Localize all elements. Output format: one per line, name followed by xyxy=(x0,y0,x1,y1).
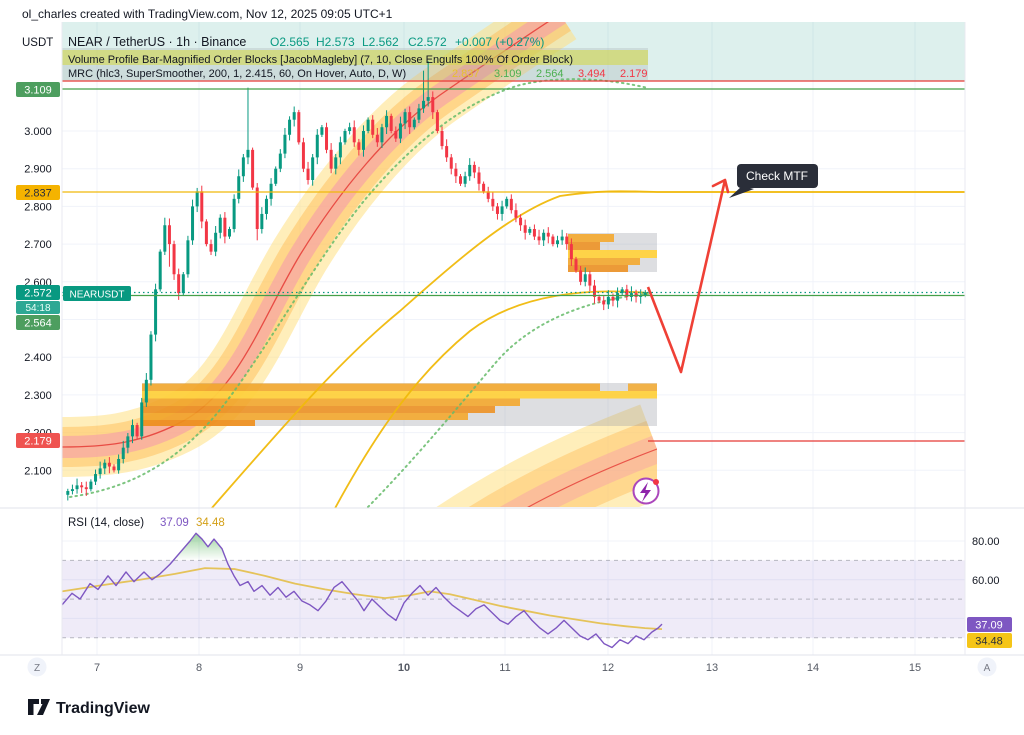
svg-text:3.109: 3.109 xyxy=(24,85,52,97)
arrow-zigzag xyxy=(646,179,727,374)
price-tick-label: 3.000 xyxy=(24,126,52,138)
check-mtf-callout[interactable]: Check MTF xyxy=(729,164,818,198)
mrc-regression-bands xyxy=(62,22,657,507)
rsi-legend-row[interactable]: RSI (14, close) 37.09 34.48 xyxy=(68,517,225,529)
svg-text:2.564: 2.564 xyxy=(24,318,52,330)
svg-text:54:18: 54:18 xyxy=(25,303,50,314)
price-badge-lower-green: 2.564 xyxy=(16,315,60,330)
last-price-badge: 2.572 54:18 xyxy=(16,285,60,314)
time-tick-label[interactable]: 13 xyxy=(706,662,718,674)
svg-text:2.179: 2.179 xyxy=(24,436,52,448)
svg-text:NEARUSDT: NEARUSDT xyxy=(69,290,124,301)
callout-text: Check MTF xyxy=(746,169,808,183)
mrc-legend-values: 2.837 3.109 2.564 3.494 2.179 xyxy=(452,68,648,80)
tradingview-logo-mark-icon xyxy=(28,699,39,715)
rsi-axis-80: 80.00 xyxy=(972,536,1000,548)
ohlc-open: O2.565 xyxy=(270,35,310,49)
svg-text:2.837: 2.837 xyxy=(24,188,52,200)
time-tick-label[interactable]: 7 xyxy=(94,662,100,674)
trend-arrow-drawing[interactable] xyxy=(646,178,730,374)
rsi-badge-purple: 37.09 xyxy=(967,617,1012,632)
ohlc-high: H2.573 xyxy=(316,35,355,49)
svg-text:37.09: 37.09 xyxy=(975,620,1003,632)
time-tick-label[interactable]: 14 xyxy=(807,662,819,674)
time-tick-label[interactable]: 10 xyxy=(398,662,410,674)
flash-icon-notification-dot xyxy=(653,479,659,485)
price-tick-label: 2.700 xyxy=(24,239,52,251)
rsi-ma-value: 34.48 xyxy=(196,517,225,529)
candlesticks[interactable] xyxy=(66,61,647,501)
bar-countdown-badge xyxy=(16,301,60,314)
ohlc-change: +0.007 (+0.27%) xyxy=(455,35,544,49)
rsi-legend-title[interactable]: RSI (14, close) xyxy=(68,517,144,529)
svg-text:34.48: 34.48 xyxy=(975,636,1003,648)
mrc-value: 2.179 xyxy=(620,68,648,80)
rsi-pane[interactable] xyxy=(61,532,965,649)
time-tick-label[interactable]: 9 xyxy=(297,662,303,674)
ohlc-low: L2.562 xyxy=(362,35,399,49)
svg-text:2.572: 2.572 xyxy=(24,288,52,300)
price-tick-label: 2.900 xyxy=(24,164,52,176)
price-badge-upper-green: 3.109 xyxy=(16,82,60,97)
lightning-bolt-icon xyxy=(640,482,651,502)
price-badge-lower-red: 2.179 xyxy=(16,433,60,448)
rsi-value: 37.09 xyxy=(160,517,189,529)
time-axis-labels[interactable]: 7 8 9 10 11 12 13 14 15 xyxy=(94,662,921,674)
time-tick-label[interactable]: 15 xyxy=(909,662,921,674)
time-tick-label[interactable]: 8 xyxy=(196,662,202,674)
mrc-value: 3.109 xyxy=(494,68,522,80)
volume-profile-legend-highlight xyxy=(62,50,648,65)
ohlc-close: C2.572 xyxy=(408,35,447,49)
price-tick-label: 2.300 xyxy=(24,390,52,402)
symbol-price-label: NEARUSDT xyxy=(63,286,131,301)
indicator-volume-profile-legend[interactable]: Volume Profile Bar-Magnified Order Block… xyxy=(68,54,573,66)
callout-bubble xyxy=(737,164,818,188)
svg-text:Z: Z xyxy=(34,663,40,674)
time-tick-label[interactable]: 11 xyxy=(499,662,510,674)
flash-icon[interactable] xyxy=(632,477,660,505)
tradingview-logo[interactable]: TradingView xyxy=(28,699,151,717)
price-tick-label: 2.400 xyxy=(24,352,52,364)
attribution-text: ol_charles created with TradingView.com,… xyxy=(22,7,393,21)
rsi-badge-gold: 34.48 xyxy=(967,633,1012,648)
svg-text:A: A xyxy=(984,663,991,674)
price-badge-mean-yellow: 2.837 xyxy=(16,185,60,200)
mrc-value: 3.494 xyxy=(578,68,606,80)
currency-axis-label: USDT xyxy=(22,37,53,49)
tradingview-logo-text: TradingView xyxy=(56,700,151,717)
arrow-head xyxy=(711,178,730,194)
mrc-value: 2.564 xyxy=(536,68,564,80)
axis-settings-button[interactable]: A xyxy=(977,657,997,677)
indicator-mrc-legend[interactable]: MRC (hlc3, SuperSmoother, 200, 1, 2.415,… xyxy=(68,68,406,80)
price-tick-label: 2.800 xyxy=(24,201,52,213)
price-level-lines xyxy=(62,80,965,442)
price-tick-label: 2.100 xyxy=(24,465,52,477)
timezone-button[interactable]: Z xyxy=(27,657,47,677)
mrc-value: 2.837 xyxy=(452,68,480,80)
callout-tail xyxy=(729,186,754,198)
symbol-title[interactable]: NEAR / TetherUS · 1h · Binance xyxy=(68,35,246,49)
symbol-legend-row[interactable]: NEAR / TetherUS · 1h · Binance O2.565 H2… xyxy=(68,35,544,49)
time-tick-label[interactable]: 12 xyxy=(602,662,614,674)
rsi-axis-60: 60.00 xyxy=(972,575,1000,587)
tradingview-logo-mark-icon-2 xyxy=(37,699,50,715)
